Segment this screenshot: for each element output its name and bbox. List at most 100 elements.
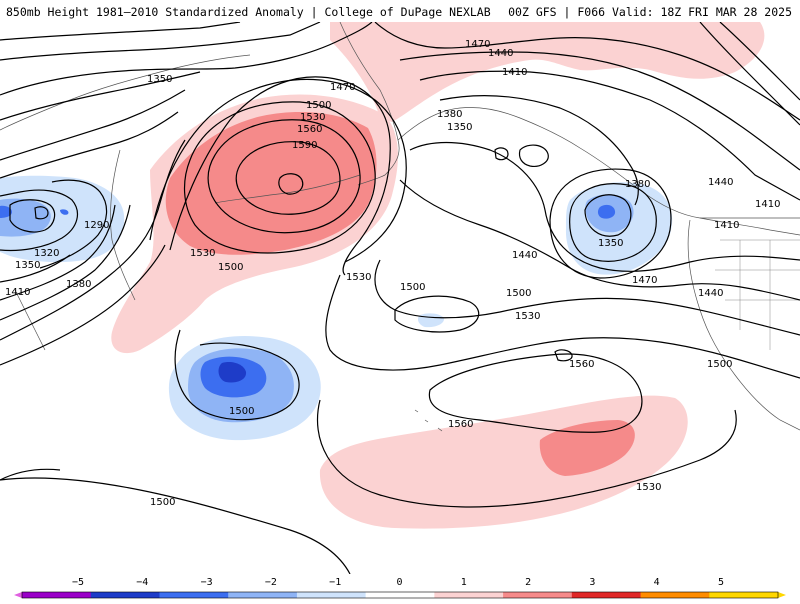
- colorbar-segment: [503, 592, 573, 598]
- contour-1530: [183, 101, 376, 254]
- contour-1590-center: [278, 173, 304, 195]
- height-contours: [0, 22, 800, 574]
- contour-label-1440-wave: 1440: [512, 250, 537, 261]
- colorbar-segment: [22, 592, 92, 598]
- colorbar-segment: [228, 592, 298, 598]
- anomaly-navy-central-core: [218, 362, 247, 383]
- contour-1350-northwest: [0, 89, 186, 161]
- colorbar-segment: [571, 592, 642, 598]
- contour-label-1380-west: 1380: [66, 279, 91, 290]
- contour-1350-west: [0, 189, 79, 252]
- contour-label-1500-mid: 1500: [400, 282, 425, 293]
- contour-label-1500-central: 1500: [229, 406, 254, 417]
- contour-label-1410-coast: 1410: [714, 220, 739, 231]
- contour-1440-east: [399, 51, 800, 171]
- contour-1470-west: [0, 204, 131, 321]
- contour-1530-central: [325, 274, 800, 379]
- colorbar-tick-label: −2: [265, 577, 277, 588]
- siberia-coast: [0, 54, 251, 131]
- colorbar-tick-label: 3: [589, 577, 595, 588]
- contour-label-1350-west: 1350: [15, 260, 40, 271]
- contour-1500-west: [0, 244, 166, 366]
- contour-label-1530-south: 1530: [636, 482, 661, 493]
- contour-1500-closed: [394, 295, 480, 333]
- anomaly-mid-blue-west: [0, 198, 51, 237]
- colorbar-segment: [640, 592, 710, 598]
- contour-label-1410-east: 1410: [502, 67, 527, 78]
- aleutian-islands: [214, 174, 361, 204]
- contour-label-1440-ne: 1440: [708, 177, 733, 188]
- contour-label-1500-west: 1500: [218, 262, 243, 273]
- contour-label-1530: 1530: [300, 112, 325, 123]
- anomaly-salmon-aleutian: [165, 112, 377, 255]
- contour-label-1350-east: 1350: [447, 122, 472, 133]
- contour-label-1320: 1320: [34, 248, 59, 259]
- contour-label-1530-east: 1530: [515, 311, 540, 322]
- contour-1560: [207, 119, 361, 234]
- contour-label-1350-low: 1350: [598, 238, 623, 249]
- contour-1380-northwest: [0, 111, 179, 179]
- contour-1500-west-loop: [174, 329, 300, 421]
- kamchatka-coast: [110, 149, 136, 301]
- anomaly-light-pink-subtropical: [319, 395, 688, 529]
- contour-1440-wave: [409, 141, 800, 272]
- contour-label-1470-north: 1470: [330, 82, 355, 93]
- contour-label-1440-east: 1440: [488, 48, 513, 59]
- contour-small-loop-bc: [518, 144, 549, 167]
- colorbar-min-arrow: [14, 592, 22, 598]
- colorbar-max-arrow: [778, 592, 786, 598]
- colorbar-segment: [434, 592, 504, 598]
- contour-1410-east: [419, 70, 800, 201]
- contour-1410-north: [0, 22, 241, 41]
- contour-1500-south-wide: [0, 477, 351, 574]
- hawaii-islands: [414, 409, 443, 432]
- contour-1380-coast-low: [569, 183, 657, 262]
- anomaly-dark-blue-west-dot: [60, 209, 69, 215]
- us-west-coast: [687, 219, 800, 431]
- colorbar-tick-label: −5: [72, 577, 84, 588]
- contour-1470: [0, 22, 373, 96]
- contour-label-1380-coast: 1380: [625, 179, 650, 190]
- contour-1410-northwest: [0, 71, 201, 121]
- anomaly-dark-blue-west-core: [0, 205, 12, 218]
- colorbar-segment: [90, 592, 160, 598]
- colorbar-tick-label: 2: [525, 577, 531, 588]
- colorbar-tick-label: −3: [201, 577, 213, 588]
- contour-1380-west: [39, 179, 108, 269]
- contour-1590: [235, 141, 341, 215]
- contour-label-1410-ne: 1410: [755, 199, 780, 210]
- anomaly-colorbar: −5 −4 −3 −2 −1 0 1 2 3 4 5: [0, 572, 800, 600]
- colorbar-tick-labels: −5 −4 −3 −2 −1 0 1 2 3 4 5: [72, 577, 754, 598]
- colorbar-outline: [21, 591, 779, 599]
- contour-label-1500-east: 1500: [506, 288, 531, 299]
- contour-label-1470-east: 1470: [465, 39, 490, 50]
- contour-small-loop-gulf: [494, 147, 509, 161]
- colorbar-tick-label: −1: [329, 577, 341, 588]
- anomaly-map: 1350 1500 1530 1560 1590 1470 1470 1440 …: [0, 22, 800, 574]
- contour-1320-west: [9, 199, 56, 233]
- map-canvas: 1350 1500 1530 1560 1590 1470 1470 1440 …: [0, 22, 800, 574]
- contour-label-1410-west: 1410: [5, 287, 30, 298]
- colorbar-svg: −5 −4 −3 −2 −1 0 1 2 3 4 5: [14, 577, 786, 599]
- contour-label-1290: 1290: [84, 220, 109, 231]
- map-header: 850mb Height 1981–2010 Standardized Anom…: [0, 0, 800, 22]
- contour-label-1560-east: 1560: [569, 359, 594, 370]
- colorbar-tick-label: 4: [654, 577, 660, 588]
- contour-1500-sw: [0, 468, 61, 481]
- coastlines: [0, 22, 800, 432]
- anomaly-salmon-subtropical: [539, 420, 635, 476]
- colorbar-tick-label: −4: [136, 577, 148, 588]
- positive-anomaly-shading: [111, 22, 765, 529]
- contour-1560-subtropical: [428, 353, 643, 433]
- colorbar-segment: [709, 592, 779, 598]
- contour-1530-outer: [169, 76, 391, 276]
- contour-label-1440-land: 1440: [698, 288, 723, 299]
- contour-1440-north: [0, 22, 321, 61]
- contour-label-1500-coast: 1500: [707, 359, 732, 370]
- contour-1470-wave: [399, 179, 800, 301]
- contour-label-1350-nw: 1350: [147, 74, 172, 85]
- contour-1560-spot: [554, 349, 573, 362]
- contour-1290-west: [34, 206, 49, 220]
- contour-label-1380-east: 1380: [437, 109, 462, 120]
- colorbar-tick-label: 0: [396, 577, 402, 588]
